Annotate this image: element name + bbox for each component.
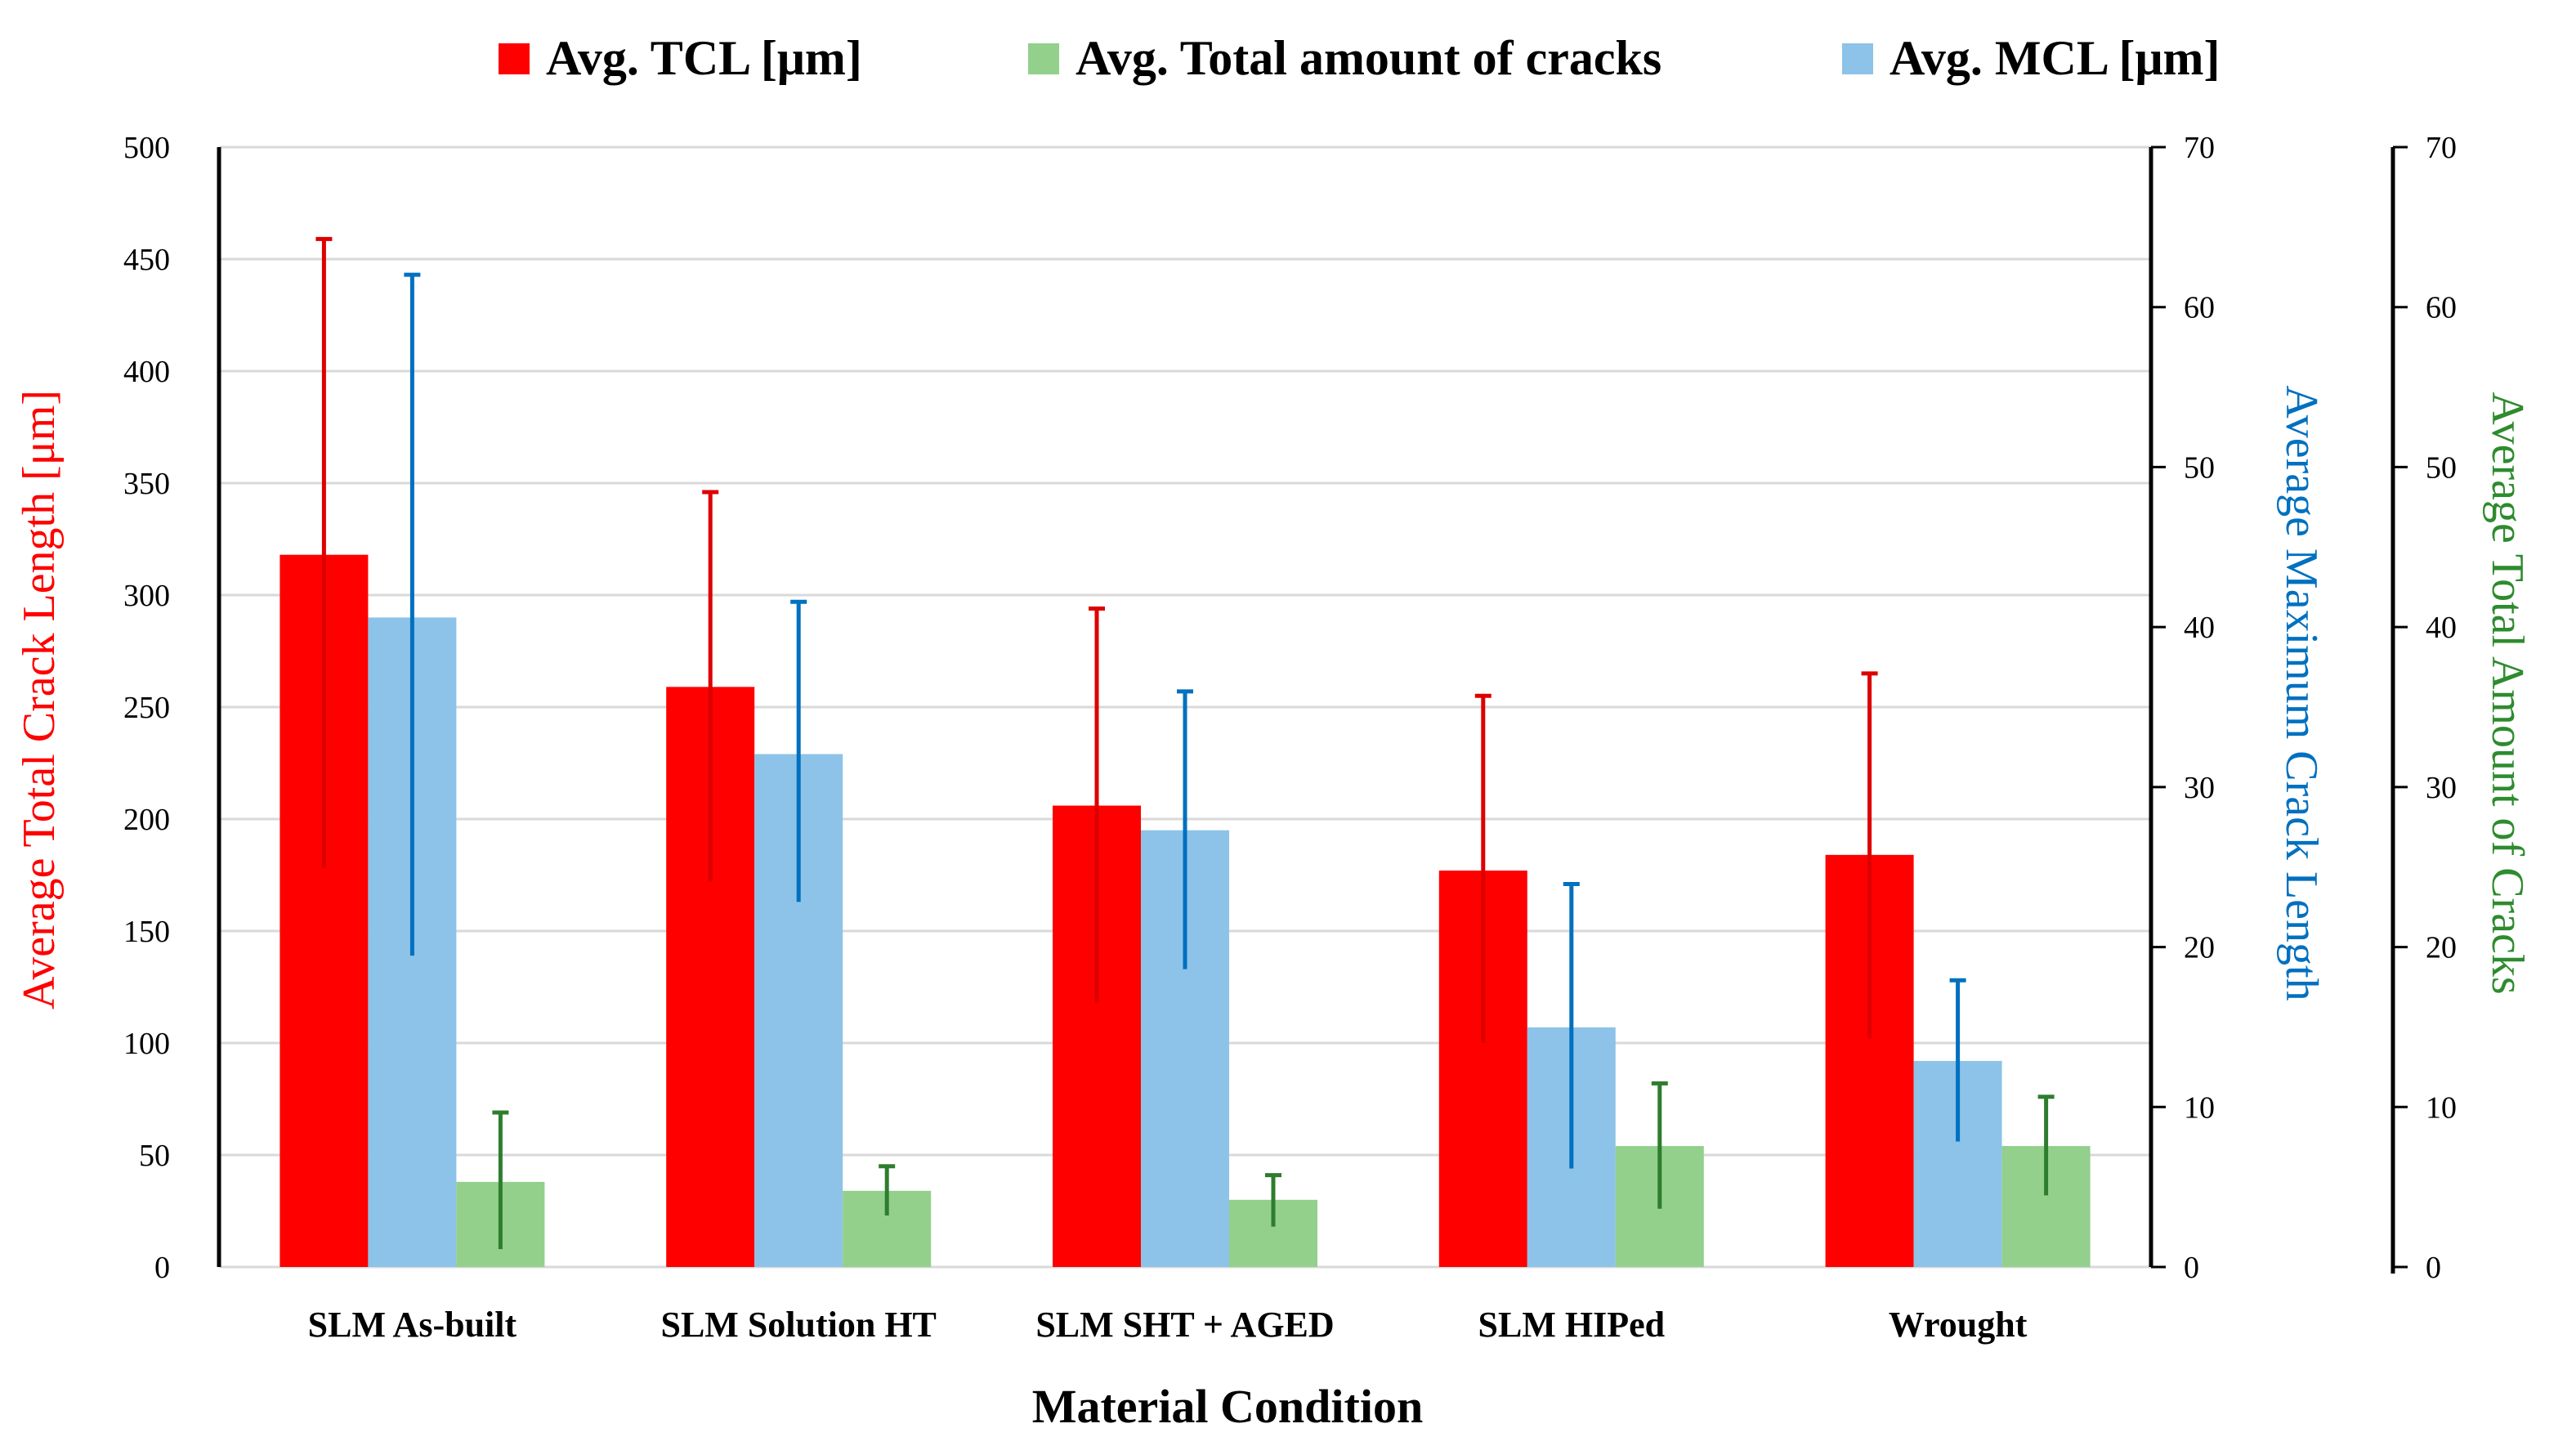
left-tick-label: 0 (154, 1251, 170, 1285)
right-tick-label-total-cracks: 70 (2426, 131, 2457, 165)
right-tick-label-total-cracks: 30 (2426, 771, 2457, 805)
right-tick-label-max-crack: 20 (2184, 931, 2215, 965)
right-tick-label-total-cracks: 10 (2426, 1090, 2457, 1125)
right-tick-label-total-cracks: 60 (2426, 291, 2457, 325)
left-tick-label: 400 (123, 355, 170, 389)
x-axis-title: Material Condition (1032, 1380, 1423, 1433)
legend-swatch-tcl (499, 43, 530, 74)
right-tick-label-max-crack: 0 (2184, 1251, 2199, 1285)
right-tick-label-max-crack: 50 (2184, 450, 2215, 485)
legend-swatch-mcl (1842, 43, 1873, 74)
left-tick-label: 50 (139, 1139, 170, 1173)
bar-series (280, 554, 2091, 1267)
error-bars (315, 236, 2055, 1250)
right-tick-label-total-cracks: 50 (2426, 450, 2457, 485)
right-tick-label-max-crack: 70 (2184, 131, 2215, 165)
left-tick-label: 100 (123, 1027, 170, 1061)
legend-label-total-cracks: Avg. Total amount of cracks (1076, 31, 1661, 85)
category-label: SLM SHT + AGED (1035, 1305, 1334, 1345)
left-tick-label: 450 (123, 243, 170, 277)
right-tick-label-max-crack: 40 (2184, 611, 2215, 645)
right-tick-label-total-cracks: 20 (2426, 931, 2457, 965)
left-tick-label: 150 (123, 915, 170, 949)
right-tick-label-total-cracks: 0 (2426, 1251, 2441, 1285)
legend-label-tcl: Avg. TCL [μm] (546, 31, 862, 85)
legend-swatch-total-cracks (1028, 43, 1059, 74)
left-tick-label: 200 (123, 803, 170, 837)
category-label: SLM Solution HT (660, 1305, 936, 1345)
right-tick-label-max-crack: 10 (2184, 1090, 2215, 1125)
right-tick-label-max-crack: 30 (2184, 771, 2215, 805)
left-axis-title: Average Total Crack Length [μm] (14, 390, 65, 1010)
left-tick-label: 500 (123, 131, 170, 165)
right-axis-title-total-cracks: Average Total Amount of Cracks (2482, 392, 2533, 994)
category-label: Wrought (1889, 1305, 2028, 1345)
legend: Avg. TCL [μm] Avg. Total amount of crack… (499, 31, 2220, 85)
left-tick-label: 250 (123, 691, 170, 725)
left-tick-label: 350 (123, 467, 170, 501)
left-tick-label: 300 (123, 579, 170, 613)
legend-label-mcl: Avg. MCL [μm] (1890, 31, 2220, 85)
category-label: SLM HIPed (1478, 1305, 1666, 1345)
right-tick-label-total-cracks: 40 (2426, 611, 2457, 645)
axes (217, 146, 2408, 1274)
category-label: SLM As-built (308, 1305, 517, 1345)
tick-labels: 0501001502002503003504004505000102030405… (123, 131, 2457, 1345)
right-tick-label-max-crack: 60 (2184, 291, 2215, 325)
right-axis-title-max-crack: Average Maximum Crack Length (2276, 385, 2327, 1001)
